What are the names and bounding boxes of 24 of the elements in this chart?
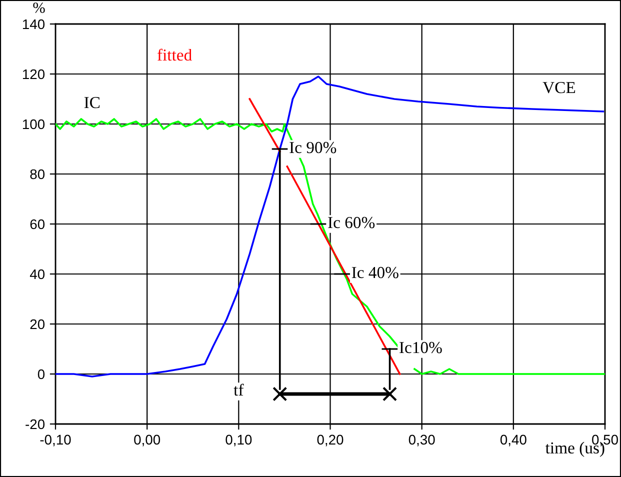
- x-tick-label: 0,00: [134, 434, 160, 446]
- y-tick-label: 140: [22, 19, 45, 30]
- series-label: VCE: [542, 82, 576, 94]
- text: fitted: [157, 48, 192, 61]
- y-tick-label: 20: [30, 319, 45, 330]
- y-axis-title: %: [33, 2, 45, 13]
- x-tick-label: 0,20: [317, 434, 344, 446]
- y-tick-label: 80: [30, 169, 45, 180]
- x-tick-label: 0,40: [500, 434, 526, 446]
- annotation: tf: [234, 384, 244, 396]
- annotation: Ic 40%: [352, 266, 398, 278]
- series-label: IC: [84, 96, 100, 108]
- y-tick-label: 120: [22, 69, 45, 80]
- y-tick-label: 0: [38, 369, 45, 380]
- x-tick-label: 0,10: [226, 434, 252, 446]
- y-tick-label: 40: [30, 269, 45, 280]
- y-tick-label: 60: [30, 219, 45, 230]
- y-tick-label: 100: [22, 119, 45, 130]
- y-tick-label: -20: [26, 419, 45, 430]
- annotation: Ic 60%: [328, 216, 375, 228]
- annotation: Ic10%: [400, 342, 442, 354]
- x-tick-label: 0,30: [408, 434, 435, 446]
- x-tick-label: -0,10: [40, 434, 71, 446]
- annotation: Ic 90%: [290, 142, 336, 154]
